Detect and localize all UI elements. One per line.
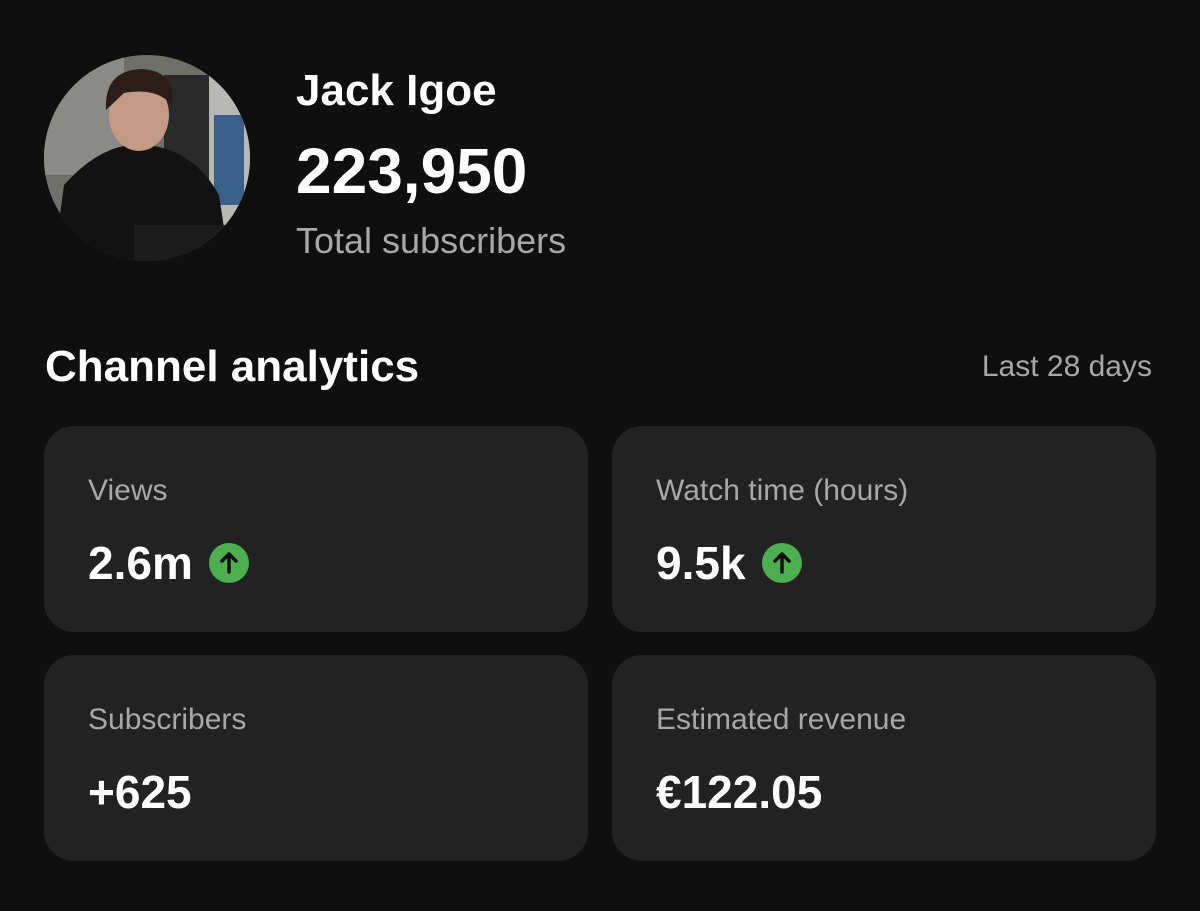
metric-value-row: +625 (88, 765, 192, 819)
metric-card[interactable]: Estimated revenue €122.05 (612, 655, 1156, 861)
metric-value: €122.05 (656, 766, 823, 818)
metric-label: Watch time (hours) (656, 474, 909, 507)
metric-value: 9.5k (656, 537, 746, 589)
channel-name: Jack Igoe (296, 66, 497, 115)
period-selector[interactable]: Last 28 days (981, 350, 1152, 383)
metric-card[interactable]: Views 2.6m (44, 426, 588, 632)
avatar (44, 55, 250, 261)
metric-value-row: €122.05 (656, 765, 822, 819)
metric-value-row: 2.6m (88, 536, 249, 590)
subscriber-label: Total subscribers (296, 220, 567, 261)
metric-label: Subscribers (88, 703, 247, 736)
metric-value: +625 (88, 766, 192, 818)
metric-label: Estimated revenue (656, 703, 907, 736)
metric-value-row: 9.5k (656, 536, 802, 590)
metric-value: 2.6m (88, 537, 193, 589)
trend-up-icon (208, 543, 249, 583)
section-title: Channel analytics (45, 342, 420, 391)
subscriber-count: 223,950 (296, 135, 528, 207)
trend-up-icon (761, 543, 802, 583)
metric-label: Views (88, 474, 168, 507)
metric-card[interactable]: Subscribers +625 (44, 655, 588, 861)
metric-card[interactable]: Watch time (hours) 9.5k (612, 426, 1156, 632)
